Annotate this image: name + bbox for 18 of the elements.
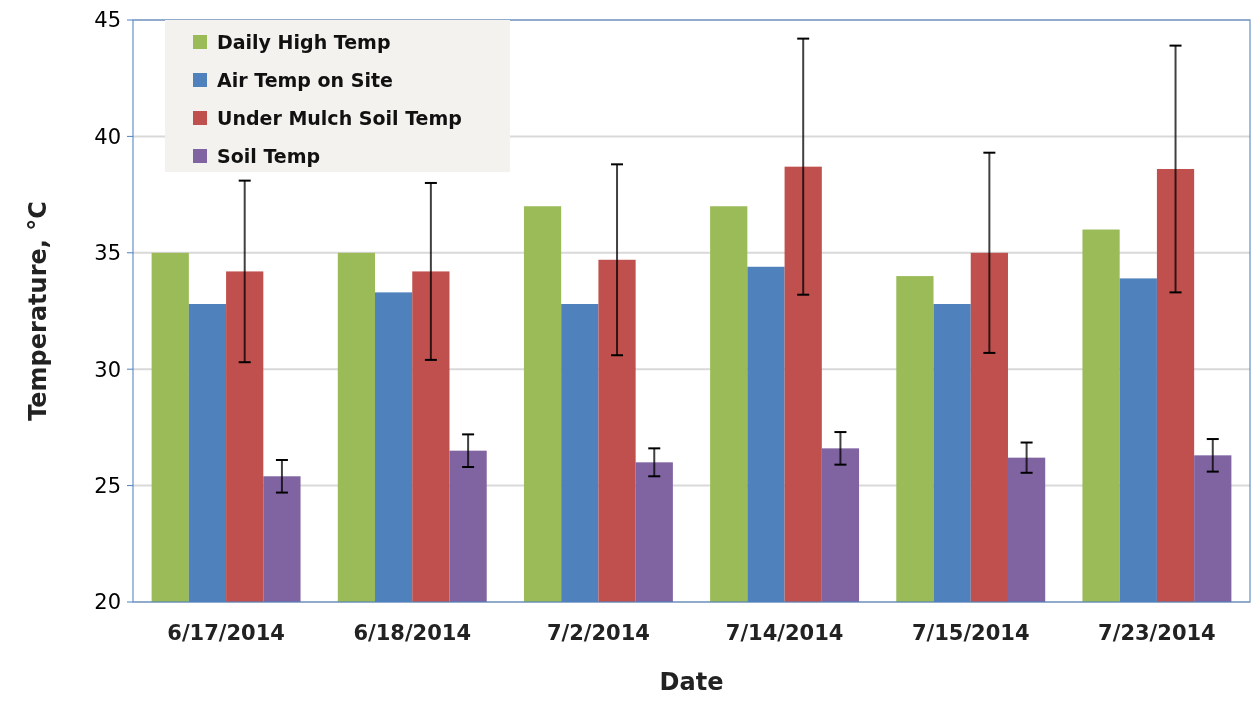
legend-label: Daily High Temp bbox=[217, 30, 391, 53]
legend-label: Soil Temp bbox=[217, 144, 321, 167]
y-axis-title: Temperature, °C bbox=[24, 201, 52, 421]
legend-label: Air Temp on Site bbox=[217, 68, 393, 91]
y-tick-label: 20 bbox=[94, 590, 121, 615]
x-tick-label: 6/18/2014 bbox=[353, 621, 472, 645]
legend-label: Under Mulch Soil Temp bbox=[217, 106, 462, 129]
x-tick-label: 7/14/2014 bbox=[725, 621, 844, 645]
y-tick-label: 40 bbox=[94, 124, 121, 149]
x-tick-label: 7/2/2014 bbox=[546, 621, 650, 645]
x-axis-title: Date bbox=[659, 668, 724, 696]
y-tick-label: 35 bbox=[94, 241, 121, 266]
y-tick-label: 45 bbox=[94, 8, 121, 33]
x-tick-label: 7/23/2014 bbox=[1098, 621, 1216, 645]
x-tick-label: 7/15/2014 bbox=[911, 621, 1030, 645]
y-tick-label: 30 bbox=[94, 357, 121, 382]
x-tick-label: 6/17/2014 bbox=[167, 621, 285, 645]
y-tick-label: 25 bbox=[94, 473, 121, 498]
